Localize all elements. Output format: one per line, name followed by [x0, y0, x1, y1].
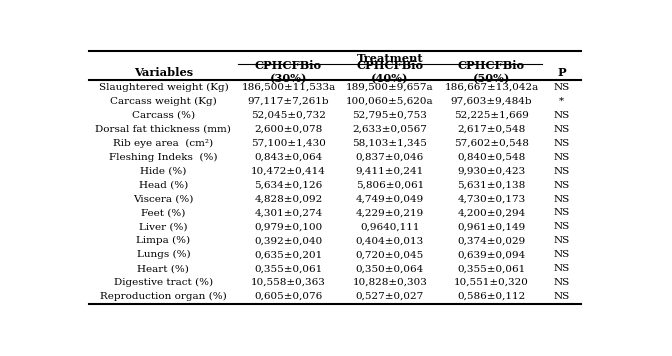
- Text: 0,837±0,046: 0,837±0,046: [356, 153, 424, 162]
- Text: 57,100±1,430: 57,100±1,430: [251, 139, 326, 148]
- Text: NS: NS: [554, 292, 570, 301]
- Text: 0,843±0,064: 0,843±0,064: [254, 153, 323, 162]
- Text: 0,605±0,076: 0,605±0,076: [254, 292, 323, 301]
- Text: NS: NS: [554, 194, 570, 204]
- Text: 0,961±0,149: 0,961±0,149: [458, 222, 526, 231]
- Text: Carcass (%): Carcass (%): [132, 111, 195, 120]
- Text: 0,979±0,100: 0,979±0,100: [254, 222, 323, 231]
- Text: Head (%): Head (%): [139, 180, 188, 190]
- Text: 0,350±0,064: 0,350±0,064: [356, 264, 424, 273]
- Text: NS: NS: [554, 83, 570, 92]
- Text: 186,667±13,042a: 186,667±13,042a: [444, 83, 539, 92]
- Text: 4,301±0,274: 4,301±0,274: [254, 209, 323, 218]
- Text: 97,117±7,261b: 97,117±7,261b: [247, 97, 329, 106]
- Text: 0,404±0,013: 0,404±0,013: [356, 236, 424, 245]
- Text: 0,9640,111: 0,9640,111: [360, 222, 420, 231]
- Text: 57,602±0,548: 57,602±0,548: [454, 139, 529, 148]
- Text: Slaughtered weight (Kg): Slaughtered weight (Kg): [99, 83, 228, 92]
- Text: NS: NS: [554, 111, 570, 120]
- Text: 9,411±0,241: 9,411±0,241: [356, 167, 424, 176]
- Text: CPHCFBio
(50%): CPHCFBio (50%): [458, 60, 525, 84]
- Text: 0,720±0,045: 0,720±0,045: [356, 250, 424, 259]
- Text: 0,527±0,027: 0,527±0,027: [356, 292, 424, 301]
- Text: Hide (%): Hide (%): [140, 167, 187, 176]
- Text: NS: NS: [554, 278, 570, 287]
- Text: CPHCFBio
(40%): CPHCFBio (40%): [356, 60, 423, 84]
- Text: 2,617±0,548: 2,617±0,548: [458, 125, 526, 134]
- Text: 0,392±0,040: 0,392±0,040: [254, 236, 323, 245]
- Text: 0,355±0,061: 0,355±0,061: [254, 264, 323, 273]
- Text: Liver (%): Liver (%): [139, 222, 187, 231]
- Text: NS: NS: [554, 125, 570, 134]
- Text: Dorsal fat thickness (mm): Dorsal fat thickness (mm): [95, 125, 231, 134]
- Text: 0,840±0,548: 0,840±0,548: [458, 153, 526, 162]
- Text: NS: NS: [554, 139, 570, 148]
- Text: 97,603±9,484b: 97,603±9,484b: [451, 97, 532, 106]
- Text: 186,500±11,533a: 186,500±11,533a: [241, 83, 335, 92]
- Text: NS: NS: [554, 209, 570, 218]
- Text: 0,586±0,112: 0,586±0,112: [458, 292, 526, 301]
- Text: 2,633±0,0567: 2,633±0,0567: [353, 125, 427, 134]
- Text: 10,551±0,320: 10,551±0,320: [454, 278, 529, 287]
- Text: NS: NS: [554, 264, 570, 273]
- Text: 5,634±0,126: 5,634±0,126: [254, 180, 323, 190]
- Text: 0,635±0,201: 0,635±0,201: [254, 250, 323, 259]
- Text: Feet (%): Feet (%): [141, 209, 185, 218]
- Text: 10,558±0,363: 10,558±0,363: [251, 278, 326, 287]
- Text: 52,045±0,732: 52,045±0,732: [251, 111, 326, 120]
- Text: *: *: [559, 97, 564, 106]
- Text: 0,355±0,061: 0,355±0,061: [458, 264, 526, 273]
- Text: 10,472±0,414: 10,472±0,414: [251, 167, 326, 176]
- Text: 4,200±0,294: 4,200±0,294: [458, 209, 526, 218]
- Text: Treatment: Treatment: [357, 53, 423, 64]
- Text: NS: NS: [554, 153, 570, 162]
- Text: 4,730±0,173: 4,730±0,173: [458, 194, 526, 204]
- Text: NS: NS: [554, 180, 570, 190]
- Text: Carcass weight (Kg): Carcass weight (Kg): [110, 97, 217, 106]
- Text: Limpa (%): Limpa (%): [136, 236, 190, 245]
- Text: 5,631±0,138: 5,631±0,138: [458, 180, 526, 190]
- Text: 52,795±0,753: 52,795±0,753: [353, 111, 427, 120]
- Text: 52,225±1,669: 52,225±1,669: [454, 111, 529, 120]
- Text: NS: NS: [554, 167, 570, 176]
- Text: Reproduction organ (%): Reproduction organ (%): [100, 292, 226, 301]
- Text: 100,060±5,620a: 100,060±5,620a: [346, 97, 434, 106]
- Text: Lungs (%): Lungs (%): [136, 250, 190, 259]
- Text: NS: NS: [554, 250, 570, 259]
- Text: 10,828±0,303: 10,828±0,303: [353, 278, 427, 287]
- Text: NS: NS: [554, 222, 570, 231]
- Text: Digestive tract (%): Digestive tract (%): [114, 278, 213, 287]
- Text: Heart (%): Heart (%): [138, 264, 190, 273]
- Text: 0,639±0,094: 0,639±0,094: [458, 250, 526, 259]
- Text: 9,930±0,423: 9,930±0,423: [458, 167, 526, 176]
- Text: 2,600±0,078: 2,600±0,078: [254, 125, 323, 134]
- Text: 5,806±0,061: 5,806±0,061: [356, 180, 424, 190]
- Text: 189,500±9,657a: 189,500±9,657a: [346, 83, 434, 92]
- Text: CPHCFBio
(30%): CPHCFBio (30%): [255, 60, 322, 84]
- Text: 4,828±0,092: 4,828±0,092: [254, 194, 323, 204]
- Text: 4,229±0,219: 4,229±0,219: [356, 209, 424, 218]
- Text: P: P: [558, 67, 566, 78]
- Text: 0,374±0,029: 0,374±0,029: [458, 236, 526, 245]
- Text: Viscera (%): Viscera (%): [133, 194, 194, 204]
- Text: Variables: Variables: [134, 67, 193, 78]
- Text: Rib eye area  (cm²): Rib eye area (cm²): [114, 139, 214, 148]
- Text: 58,103±1,345: 58,103±1,345: [353, 139, 427, 148]
- Text: Fleshing Indeks  (%): Fleshing Indeks (%): [109, 153, 218, 162]
- Text: 4,749±0,049: 4,749±0,049: [356, 194, 424, 204]
- Text: NS: NS: [554, 236, 570, 245]
